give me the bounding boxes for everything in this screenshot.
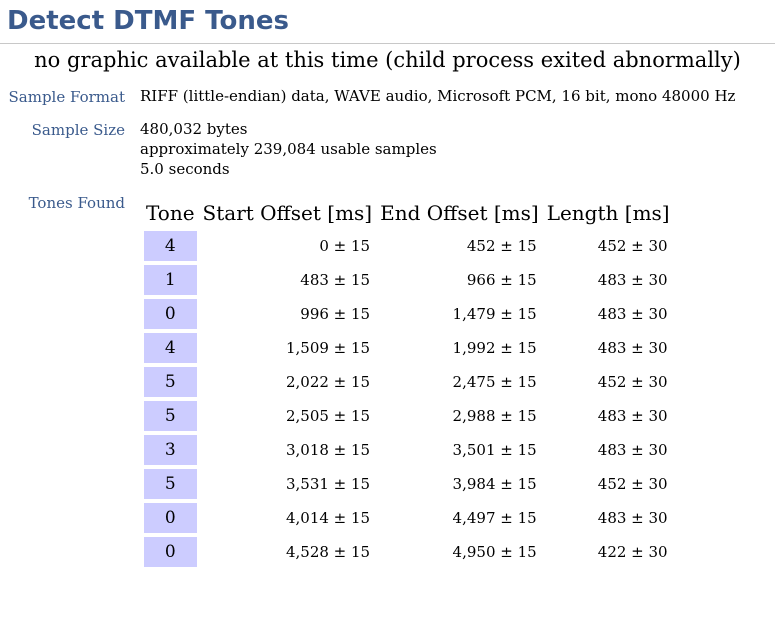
tone-cell: 5 (144, 401, 197, 431)
length-cell: 452 ± 30 (597, 237, 668, 255)
end-offset-cell: 2,988 ± 15 (452, 407, 537, 425)
sample-size-bytes: 480,032 bytes (140, 120, 248, 138)
graphic-unavailable-notice: no graphic available at this time (child… (34, 48, 741, 72)
start-offset-column-header: Start Offset [ms] (202, 201, 373, 225)
end-offset-cell: 4,497 ± 15 (452, 509, 537, 527)
tones-found-label: Tones Found (28, 194, 125, 212)
length-cell: 483 ± 30 (597, 407, 668, 425)
tone-cell: 0 (144, 503, 197, 533)
tone-cell: 4 (144, 333, 197, 363)
start-offset-cell: 4,014 ± 15 (285, 509, 371, 527)
table-row: 5 3,531 ± 15 3,984 ± 15 452 ± 30 (144, 469, 672, 499)
length-column-header: Length [ms] (546, 201, 670, 225)
sample-size-seconds: 5.0 seconds (140, 160, 230, 178)
sample-size-samples: approximately 239,084 usable samples (140, 140, 437, 158)
table-row: 1 483 ± 15 966 ± 15 483 ± 30 (144, 265, 672, 295)
table-row: 0 4,528 ± 15 4,950 ± 15 422 ± 30 (144, 537, 672, 567)
table-row: 4 1,509 ± 15 1,992 ± 15 483 ± 30 (144, 333, 672, 363)
length-cell: 483 ± 30 (597, 441, 668, 459)
start-offset-cell: 996 ± 15 (300, 305, 371, 323)
start-offset-cell: 3,018 ± 15 (285, 441, 371, 459)
length-cell: 483 ± 30 (597, 339, 668, 357)
table-row: 3 3,018 ± 15 3,501 ± 15 483 ± 30 (144, 435, 672, 465)
start-offset-cell: 1,509 ± 15 (285, 339, 371, 357)
start-offset-cell: 3,531 ± 15 (285, 475, 371, 493)
start-offset-cell: 4,528 ± 15 (285, 543, 371, 561)
title-bar: Detect DTMF Tones (0, 0, 775, 44)
end-offset-cell: 3,501 ± 15 (452, 441, 537, 459)
start-offset-cell: 2,022 ± 15 (285, 373, 371, 391)
end-offset-cell: 3,984 ± 15 (452, 475, 537, 493)
end-offset-cell: 452 ± 15 (466, 237, 537, 255)
end-offset-cell: 4,950 ± 15 (452, 543, 537, 561)
tone-cell: 1 (144, 265, 197, 295)
length-cell: 452 ± 30 (597, 475, 668, 493)
table-row: 5 2,022 ± 15 2,475 ± 15 452 ± 30 (144, 367, 672, 397)
start-offset-cell: 0 ± 15 (319, 237, 371, 255)
start-offset-cell: 2,505 ± 15 (285, 407, 371, 425)
tone-cell: 3 (144, 435, 197, 465)
table-row: 0 996 ± 15 1,479 ± 15 483 ± 30 (144, 299, 672, 329)
tone-column-header: Tone (146, 201, 195, 225)
end-offset-cell: 2,475 ± 15 (452, 373, 537, 391)
end-offset-column-header: End Offset [ms] (380, 201, 539, 225)
tones-table: Tone Start Offset [ms] End Offset [ms] L… (140, 195, 676, 571)
length-cell: 422 ± 30 (597, 543, 668, 561)
length-cell: 483 ± 30 (597, 271, 668, 289)
sample-size-label: Sample Size (31, 121, 125, 139)
end-offset-cell: 1,479 ± 15 (452, 305, 537, 323)
sample-format-label: Sample Format (8, 88, 125, 106)
tone-cell: 4 (144, 231, 197, 261)
tone-cell: 0 (144, 299, 197, 329)
start-offset-cell: 483 ± 15 (300, 271, 371, 289)
table-row: 0 4,014 ± 15 4,497 ± 15 483 ± 30 (144, 503, 672, 533)
end-offset-cell: 966 ± 15 (466, 271, 537, 289)
table-row: 4 0 ± 15 452 ± 15 452 ± 30 (144, 231, 672, 261)
length-cell: 483 ± 30 (597, 509, 668, 527)
length-cell: 483 ± 30 (597, 305, 668, 323)
length-cell: 452 ± 30 (597, 373, 668, 391)
tone-cell: 5 (144, 469, 197, 499)
tone-cell: 5 (144, 367, 197, 397)
end-offset-cell: 1,992 ± 15 (452, 339, 537, 357)
tone-cell: 0 (144, 537, 197, 567)
sample-format-value: RIFF (little-endian) data, WAVE audio, M… (140, 87, 736, 105)
page-title: Detect DTMF Tones (7, 6, 289, 36)
table-row: 5 2,505 ± 15 2,988 ± 15 483 ± 30 (144, 401, 672, 431)
sample-size-value: 480,032 bytes approximately 239,084 usab… (140, 119, 437, 179)
tones-table-header-row: Tone Start Offset [ms] End Offset [ms] L… (144, 199, 672, 227)
tones-table-body: 4 0 ± 15 452 ± 15 452 ± 30 1 483 ± 15 966 ± 15… (144, 231, 672, 567)
